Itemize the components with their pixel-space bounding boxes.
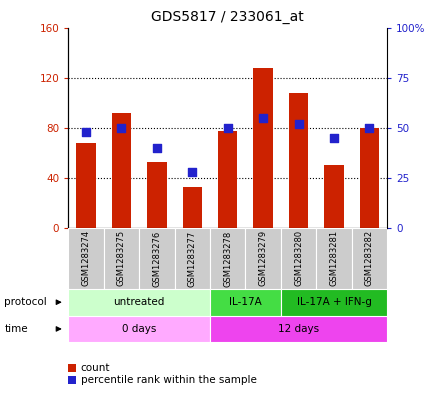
- Text: IL-17A + IFN-g: IL-17A + IFN-g: [297, 297, 371, 307]
- Bar: [147, 162, 167, 228]
- Text: GSM1283280: GSM1283280: [294, 230, 303, 286]
- Bar: [352, 228, 387, 289]
- Text: count: count: [81, 363, 110, 373]
- Text: untreated: untreated: [114, 297, 165, 307]
- Text: GSM1283282: GSM1283282: [365, 230, 374, 286]
- Text: GSM1283275: GSM1283275: [117, 230, 126, 286]
- Text: GSM1283277: GSM1283277: [188, 230, 197, 286]
- Text: protocol: protocol: [4, 297, 47, 307]
- Bar: [324, 165, 344, 228]
- Bar: [281, 289, 387, 316]
- Point: [366, 125, 373, 131]
- Bar: [281, 228, 316, 289]
- Bar: [210, 316, 387, 342]
- Bar: [360, 128, 379, 228]
- Bar: [76, 143, 95, 228]
- Text: GSM1283278: GSM1283278: [223, 230, 232, 286]
- Text: GSM1283279: GSM1283279: [259, 230, 268, 286]
- Point: [295, 121, 302, 127]
- Point: [189, 169, 196, 175]
- Text: 0 days: 0 days: [122, 324, 156, 334]
- Bar: [68, 316, 210, 342]
- Bar: [246, 228, 281, 289]
- Point: [82, 129, 89, 135]
- Bar: [210, 289, 281, 316]
- Text: GSM1283276: GSM1283276: [152, 230, 161, 286]
- Bar: [210, 228, 246, 289]
- Text: GSM1283274: GSM1283274: [81, 230, 91, 286]
- Point: [118, 125, 125, 131]
- Text: IL-17A: IL-17A: [229, 297, 262, 307]
- Bar: [289, 93, 308, 228]
- Bar: [112, 113, 131, 228]
- Bar: [68, 289, 210, 316]
- Bar: [316, 228, 352, 289]
- Point: [224, 125, 231, 131]
- Point: [153, 145, 160, 151]
- Bar: [183, 187, 202, 228]
- Point: [330, 134, 337, 141]
- Bar: [139, 228, 175, 289]
- Point: [260, 115, 267, 121]
- Text: percentile rank within the sample: percentile rank within the sample: [81, 375, 257, 385]
- Bar: [218, 132, 238, 228]
- Bar: [175, 228, 210, 289]
- Bar: [104, 228, 139, 289]
- Text: time: time: [4, 324, 28, 334]
- Text: GSM1283281: GSM1283281: [330, 230, 338, 286]
- Bar: [68, 228, 104, 289]
- Title: GDS5817 / 233061_at: GDS5817 / 233061_at: [151, 10, 304, 24]
- Bar: [253, 68, 273, 228]
- Text: 12 days: 12 days: [278, 324, 319, 334]
